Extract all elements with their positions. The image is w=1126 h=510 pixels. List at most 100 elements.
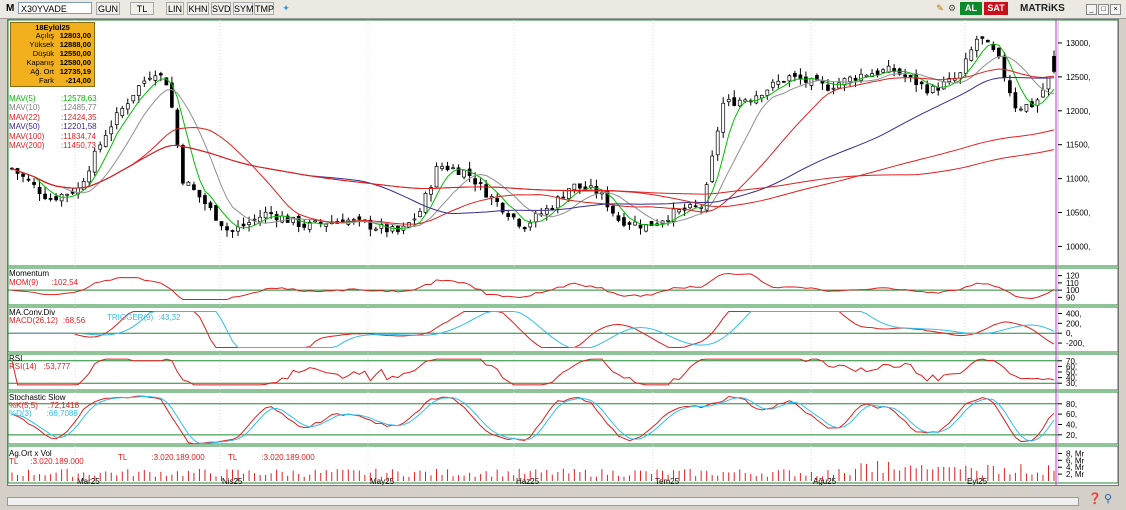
candle-body [164, 77, 169, 86]
indicator-y-tick-label: 0, [1066, 329, 1073, 338]
candle-body [197, 189, 202, 198]
change-value: -214,00 [65, 76, 91, 85]
trigger-name: TRIGGER(9) [107, 313, 154, 322]
candle-body [985, 39, 990, 43]
volume-name-2: TL [118, 453, 128, 462]
candle-body [418, 211, 422, 218]
panel-frame-4 [8, 391, 1118, 445]
candle-body [92, 150, 97, 173]
candle-body [737, 99, 742, 107]
indicator-y-tick-label: 40, [1066, 374, 1077, 383]
rsi-legend: RSI(14):53,777 [9, 362, 70, 371]
rsi-value: :53,777 [43, 362, 71, 371]
chart-area[interactable]: Mar25Nis25May25Haz25Tem25Ağu25Eyl2513000… [7, 19, 1119, 486]
help-icon[interactable]: ❓ [1088, 493, 1102, 505]
x-tick-label: Ağu25 [813, 477, 837, 485]
candle-body [671, 208, 676, 222]
candle-body [881, 69, 885, 73]
legend-mav200: MAV(200) :11450,73 [9, 141, 96, 150]
candle-body [103, 135, 108, 147]
volume-y-tick-label: 8, Mr [1066, 449, 1085, 458]
horizontal-scrollbar[interactable] [7, 497, 1079, 506]
candle-body [649, 221, 654, 227]
candle-body [214, 204, 218, 221]
stoch-k-value: :72,1418 [47, 401, 80, 410]
candle-body [644, 224, 648, 232]
high-label: Yüksek [29, 40, 54, 49]
candle-body [726, 98, 731, 103]
volume-title: Ag.Ort x Vol [9, 449, 52, 458]
legend-mav22-value: :12424,35 [61, 112, 97, 122]
maximize-icon[interactable]: □ [1098, 4, 1109, 15]
legend-mav5-value: :12578,63 [61, 94, 97, 103]
close-icon[interactable]: × [1110, 4, 1121, 15]
candle-body [528, 222, 533, 228]
candle-body [622, 217, 626, 226]
candle-body [633, 221, 637, 226]
candle-body [390, 226, 395, 232]
candle-body [98, 144, 103, 150]
twitter-icon[interactable]: ✦ [282, 3, 290, 13]
panel-frame-1 [8, 267, 1118, 306]
change-label: Fark [39, 76, 54, 85]
candle-body [32, 182, 36, 185]
legend-mav5-name: MAV(5) [9, 94, 36, 103]
candle-body [688, 204, 692, 209]
legend-mav50: MAV(50) :12201,58 [9, 122, 97, 131]
linear-button[interactable]: LIN [166, 2, 184, 15]
candle-body [153, 75, 158, 81]
symbol-input[interactable]: X30YVADE [18, 2, 92, 14]
candle-body [715, 130, 720, 156]
macd-title: MA.Conv.Div [9, 308, 56, 317]
candle-body [870, 73, 874, 77]
chart-svg[interactable]: Mar25Nis25May25Haz25Tem25Ağu25Eyl2513000… [8, 20, 1118, 485]
high-value: 12888,00 [59, 40, 91, 49]
candle-body [208, 202, 213, 209]
period-button[interactable]: GUN [96, 2, 120, 15]
x-tick-label: Haz25 [516, 477, 540, 485]
candle-body [131, 94, 136, 102]
candle-body [114, 112, 119, 126]
candle-body [423, 193, 428, 213]
khn-button[interactable]: KHN [187, 2, 209, 15]
candle-body [147, 77, 152, 80]
indicator-y-tick-label: 110 [1066, 279, 1079, 288]
candle-body [732, 97, 737, 106]
sell-button[interactable]: SAT [984, 2, 1008, 15]
minimize-icon[interactable]: _ [1086, 4, 1097, 15]
zoom-icon[interactable]: ⚲ [1104, 493, 1113, 505]
svd-button[interactable]: SVD [211, 2, 231, 15]
candle-body [181, 145, 185, 184]
candle-body [230, 230, 235, 232]
candle-body [495, 198, 500, 202]
candle-body [484, 184, 488, 198]
settings-icon[interactable]: ⚙ [947, 3, 957, 13]
rsi-title: RSI [9, 354, 23, 363]
tmp-button[interactable]: TMP [254, 2, 274, 15]
buy-button[interactable]: AL [960, 2, 982, 15]
momentum-legend: MOM(9):102,54 [9, 278, 78, 287]
candle-body [434, 166, 439, 188]
indicator-line [11, 395, 1055, 444]
legend-mav100-name: MAV(100) [9, 131, 45, 141]
candle-body [37, 186, 42, 195]
candle-body [930, 85, 935, 93]
candle-body [478, 182, 483, 184]
sym-button[interactable]: SYM [233, 2, 254, 15]
candle-body [566, 188, 571, 199]
candle-body [456, 167, 461, 175]
y-tick-label: 12500, [1066, 73, 1090, 82]
momentum-value: :102,54 [51, 278, 79, 287]
candle-body [947, 77, 952, 83]
candle-body [65, 193, 69, 196]
indicator-y-tick-label: 90 [1066, 293, 1075, 302]
candle-body [991, 44, 996, 51]
candle-body [296, 215, 301, 227]
close-value: 12580,00 [59, 58, 91, 67]
candle-body [291, 216, 296, 223]
candle-body [159, 73, 163, 76]
currency-button[interactable]: TL [130, 2, 154, 15]
candle-body [87, 170, 92, 183]
ma-line-MAV(10) [11, 55, 1055, 227]
edit-icon[interactable]: ✎ [936, 3, 944, 13]
